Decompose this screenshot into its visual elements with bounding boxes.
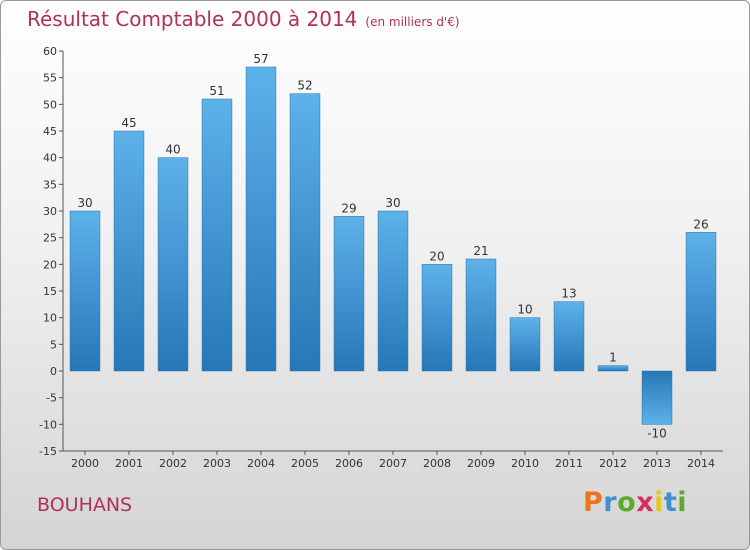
- bar-2000: [69, 210, 101, 372]
- chart-title-text: Résultat Comptable 2000 à 2014: [27, 7, 358, 31]
- axes: -15 -10 -5 0 5 10 15 20 25 30 35 40 45 50 55 60 2000 2001…: [39, 45, 723, 470]
- y-tick-label: 0: [50, 365, 57, 378]
- value-labels: 30 45 40 51 57 52 29 30 20 21 10 13 1 -10 26: [77, 52, 708, 440]
- bar-2001: [113, 130, 145, 372]
- y-tick-label: -15: [39, 445, 57, 458]
- bar-2006: [333, 216, 365, 372]
- y-tick-label: 60: [43, 45, 57, 58]
- bar-2010: [509, 317, 541, 372]
- chart-subtitle: (en milliers d'€): [365, 15, 460, 29]
- data-label: 10: [517, 303, 532, 317]
- data-label: -10: [647, 426, 667, 440]
- data-label: 40: [165, 143, 180, 157]
- proxiti-logo: Proxiti: [583, 487, 687, 518]
- data-label: 52: [297, 79, 312, 93]
- y-tick-label: 55: [43, 72, 57, 85]
- bar-2008: [421, 264, 453, 372]
- y-tick-label: 30: [43, 205, 57, 218]
- bar-2005: [289, 93, 321, 372]
- x-tick-label: 2011: [555, 457, 583, 470]
- bar-2007: [377, 210, 409, 372]
- bar-2004: [245, 66, 277, 372]
- bar-2014: [685, 232, 717, 372]
- location-name: BOUHANS: [37, 494, 133, 516]
- bar-2003: [201, 98, 233, 372]
- logo-letter: x: [636, 487, 655, 518]
- data-label: 45: [121, 116, 136, 130]
- x-tick-label: 2006: [335, 457, 363, 470]
- data-label: 29: [341, 201, 356, 215]
- data-label: 1: [609, 351, 617, 365]
- y-tick-label: -5: [46, 392, 57, 405]
- y-tick-label: 15: [43, 285, 57, 298]
- bar-2009: [465, 258, 497, 372]
- bar-2011: [553, 301, 585, 372]
- x-tick-label: 2000: [71, 457, 99, 470]
- x-tick-label: 2008: [423, 457, 451, 470]
- y-tick-label: 40: [43, 152, 57, 165]
- x-tick-label: 2013: [643, 457, 671, 470]
- data-label: 30: [77, 196, 92, 210]
- bar-2002: [157, 157, 189, 372]
- data-label: 30: [385, 196, 400, 210]
- y-tick-label: 5: [50, 338, 57, 351]
- data-label: 26: [693, 217, 708, 231]
- y-tick-label: 50: [43, 98, 57, 111]
- logo-letter: r: [603, 487, 618, 518]
- y-tick-label: 20: [43, 258, 57, 271]
- x-tick-label: 2004: [247, 457, 275, 470]
- logo-letter: i: [677, 487, 688, 518]
- y-tick-label: 10: [43, 312, 57, 325]
- data-label: 51: [209, 84, 224, 98]
- data-label: 20: [429, 249, 444, 263]
- y-tick-label: -10: [39, 418, 57, 431]
- x-tick-label: 2010: [511, 457, 539, 470]
- bar-2013: [641, 370, 673, 425]
- x-tick-label: 2007: [379, 457, 407, 470]
- logo-letter: t: [663, 487, 678, 518]
- x-tick-label: 2003: [203, 457, 231, 470]
- chart-title: Résultat Comptable 2000 à 2014 (en millie…: [27, 7, 460, 31]
- bar-2012: [597, 365, 629, 372]
- x-tick-label: 2014: [687, 457, 715, 470]
- data-label: 21: [473, 244, 488, 258]
- bars: [69, 66, 717, 425]
- y-tick-label: 25: [43, 232, 57, 245]
- y-tick-label: 45: [43, 125, 57, 138]
- x-tick-label: 2005: [291, 457, 319, 470]
- y-tick-label: 35: [43, 178, 57, 191]
- logo-letter: i: [654, 487, 664, 518]
- logo-letter: o: [617, 487, 637, 518]
- logo-letter: P: [583, 487, 604, 518]
- x-tick-label: 2009: [467, 457, 495, 470]
- x-tick-label: 2002: [159, 457, 187, 470]
- x-tick-label: 2012: [599, 457, 627, 470]
- data-label: 13: [561, 287, 576, 301]
- x-tick-label: 2001: [115, 457, 143, 470]
- data-label: 57: [253, 52, 268, 66]
